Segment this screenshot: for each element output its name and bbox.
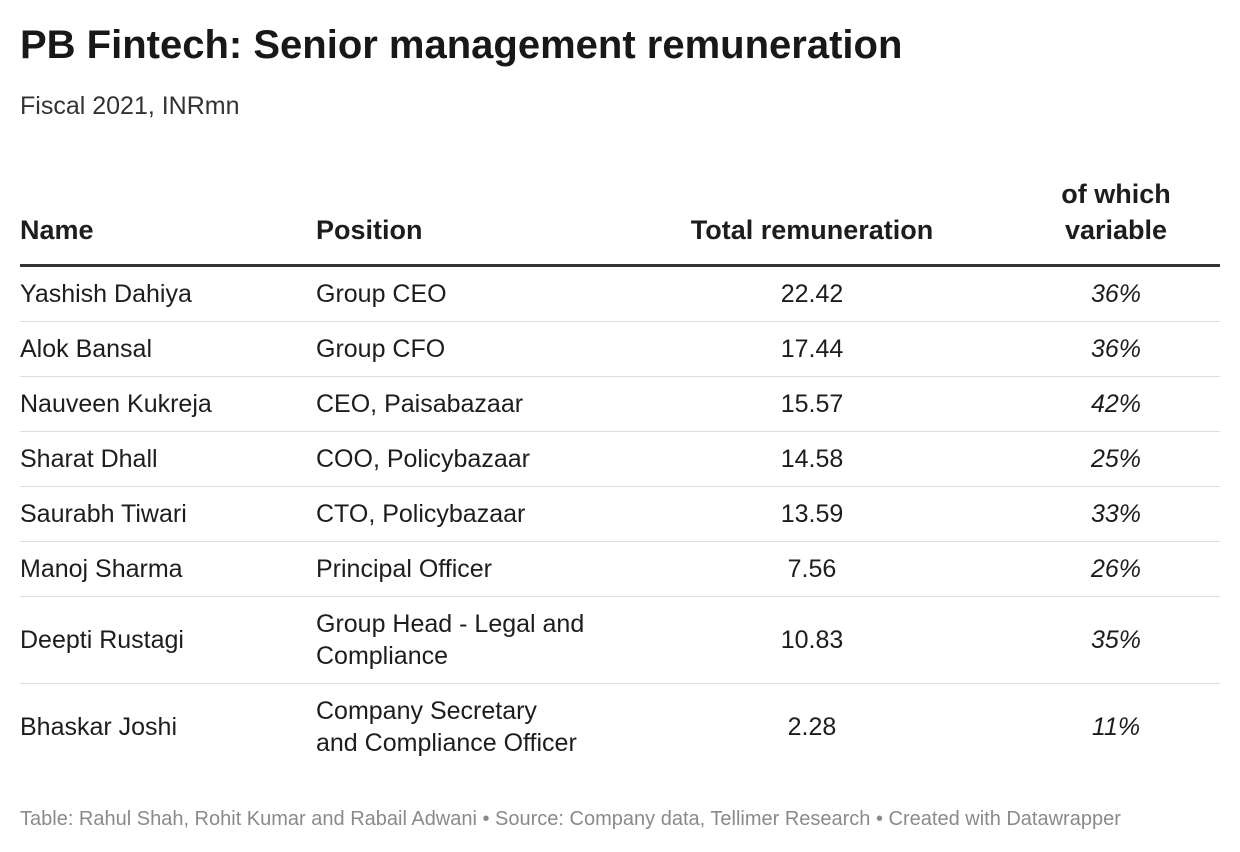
cell-position-text: Group CFO [316, 335, 446, 363]
cell-position-text: Principal Officer [316, 555, 492, 583]
cell-variable-share: 11% [1091, 713, 1141, 741]
table-row: Nauveen Kukreja CEO, Paisabazaar 15.57 42% [20, 376, 1220, 432]
cell-position-text: CTO, Policybazaar [316, 500, 526, 528]
chart-subtitle: Fiscal 2021, INRmn [20, 92, 240, 120]
cell-variable-share: 26% [1012, 541, 1220, 597]
table-row: Manoj Sharma Principal Officer 7.56 26% [20, 541, 1220, 597]
cell-total-remuneration: 22.42 [612, 265, 1012, 322]
column-header-variable[interactable]: of which variable [1012, 176, 1220, 267]
cell-position: Group CFO [316, 321, 612, 377]
cell-position: Company Secretary and Compliance Officer [316, 684, 612, 771]
cell-position-text: COO, Policybazaar [316, 445, 530, 473]
cell-name: Sharat Dhall [20, 431, 316, 487]
column-header-variable-label: of which variable [1061, 179, 1171, 245]
cell-name: Yashish Dahiya [20, 265, 316, 322]
cell-position: COO, Policybazaar [316, 431, 612, 487]
table-row: Yashish Dahiya Group CEO 22.42 36% [20, 265, 1220, 322]
cell-position: Group Head - Legal and Compliance [316, 596, 612, 684]
cell-total-remuneration: 2.28 [787, 713, 837, 741]
table-row: Bhaskar Joshi Company Secretary and Compl… [20, 684, 1220, 771]
cell-variable-share: 35% [1012, 596, 1220, 684]
remuneration-table: Name Position Total remuneration of whic… [20, 176, 1220, 770]
cell-total-remuneration: 7.56 [612, 541, 1012, 597]
column-header-name[interactable]: Name [20, 176, 316, 267]
cell-position: CTO, Policybazaar [316, 486, 612, 542]
cell-total-remuneration: 17.44 [612, 321, 1012, 377]
cell-position: Principal Officer [316, 541, 612, 597]
cell-position: CEO, Paisabazaar [316, 376, 612, 432]
chart-footer: Table: Rahul Shah, Rohit Kumar and Rabai… [20, 808, 1121, 830]
cell-name: Nauveen Kukreja [20, 376, 316, 432]
cell-total-remuneration: 15.57 [612, 376, 1012, 432]
cell-variable-share: 36% [1012, 265, 1220, 322]
column-header-position[interactable]: Position [316, 176, 612, 267]
table-header-row: Name Position Total remuneration of whic… [20, 176, 1220, 267]
cell-position: Group CEO [316, 265, 612, 322]
cell-position-text: CEO, Paisabazaar [316, 390, 524, 418]
table-row: Saurabh Tiwari CTO, Policybazaar 13.59 33% [20, 486, 1220, 542]
cell-name: Alok Bansal [20, 321, 316, 377]
cell-position-text: Group CEO [316, 280, 447, 308]
cell-variable-share: 36% [1012, 321, 1220, 377]
cell-total-remuneration: 10.83 [612, 596, 1012, 684]
table-row: Deepti Rustagi Group Head - Legal and Com… [20, 596, 1220, 684]
cell-name: Manoj Sharma [20, 541, 316, 597]
cell-name: Deepti Rustagi [20, 596, 316, 684]
cell-total-remuneration: 14.58 [612, 431, 1012, 487]
table-row: Alok Bansal Group CFO 17.44 36% [20, 321, 1220, 377]
cell-name: Saurabh Tiwari [20, 486, 316, 542]
cell-position-text: Group Head - Legal and Compliance [316, 610, 585, 670]
table-row: Sharat Dhall COO, Policybazaar 14.58 25% [20, 431, 1220, 487]
chart-title: PB Fintech: Senior management remunerati… [20, 23, 903, 67]
cell-variable-share: 42% [1012, 376, 1220, 432]
column-header-total-remuneration[interactable]: Total remuneration [612, 176, 1012, 267]
cell-position-text: Company Secretary and Compliance Officer [316, 697, 577, 757]
cell-variable-share: 25% [1012, 431, 1220, 487]
cell-total-remuneration: 13.59 [612, 486, 1012, 542]
cell-name: Bhaskar Joshi [20, 713, 178, 741]
table-body: Yashish Dahiya Group CEO 22.42 36% Alok Bans… [20, 265, 1220, 771]
cell-variable-share: 33% [1012, 486, 1220, 542]
